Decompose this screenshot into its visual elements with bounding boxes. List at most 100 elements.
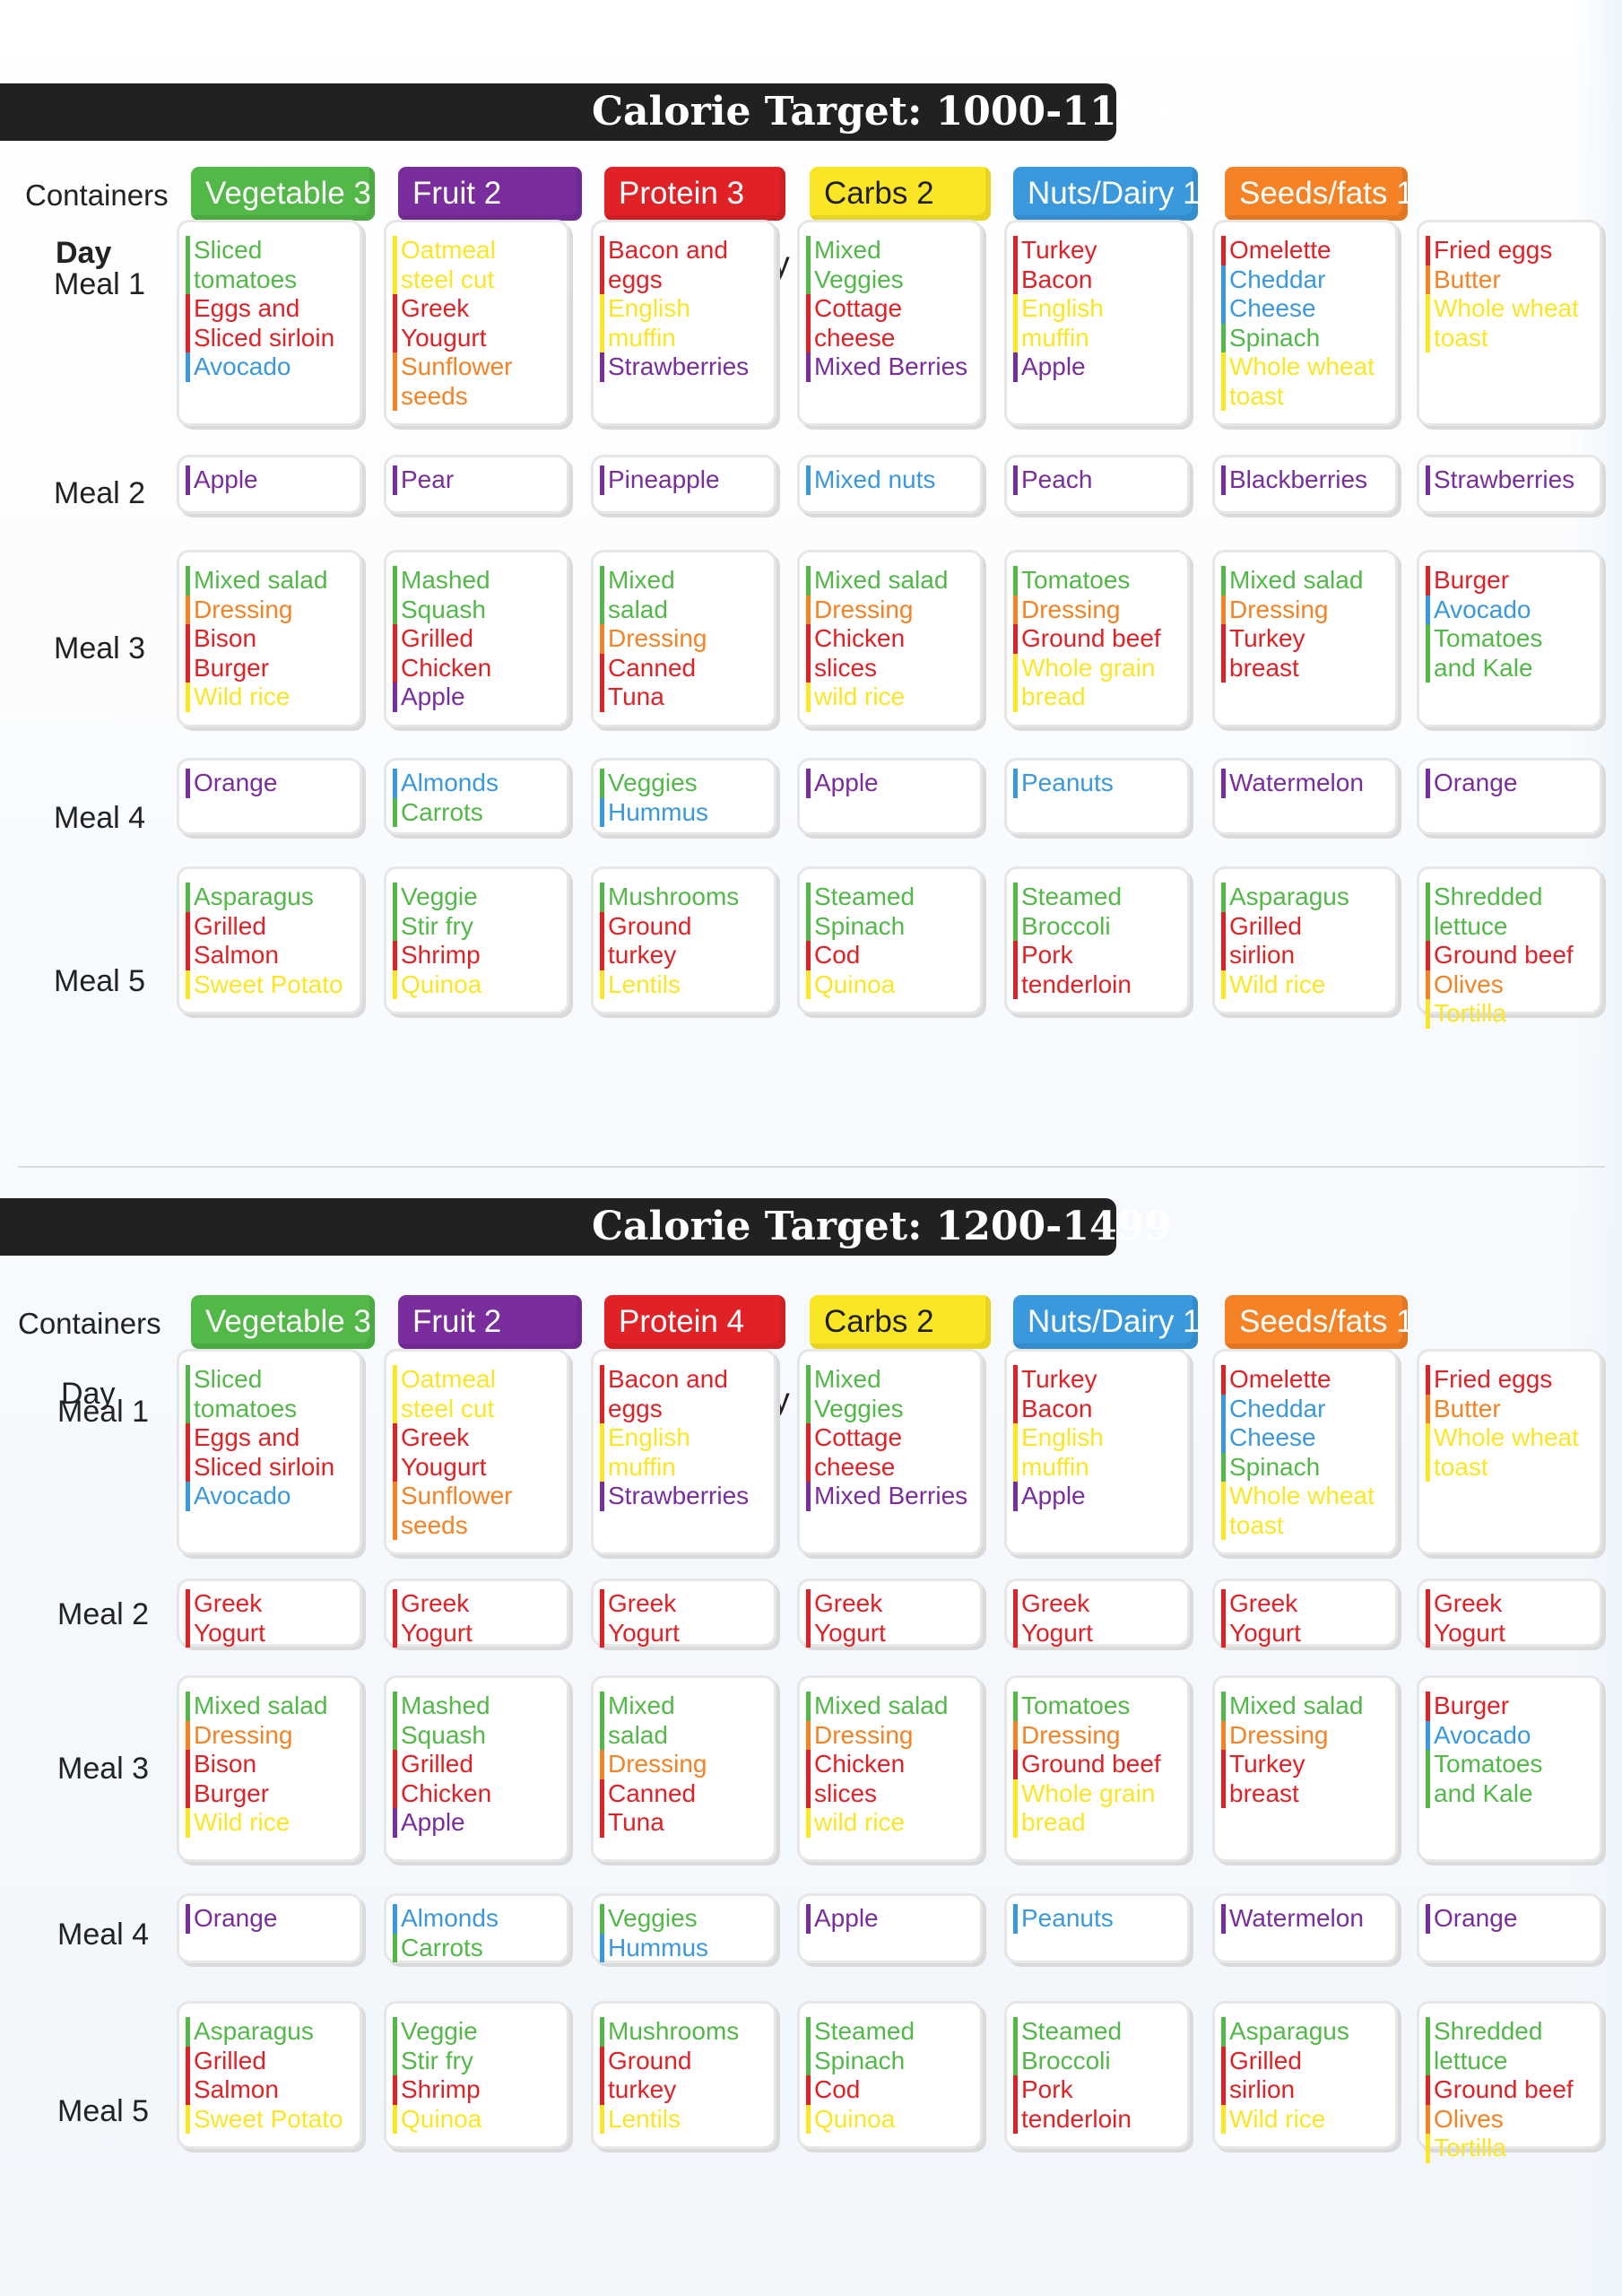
food-item: toast [1221,381,1390,411]
food-item: Carrots [393,797,561,827]
food-item: Quinoa [393,970,561,999]
meal-cell-saturday: Watermelon [1212,1893,1398,1963]
food-item: Orange [1426,769,1594,798]
food-item: slices [806,653,975,683]
container-pill-fruit: Fruit 2 [398,167,582,221]
food-item: Quinoa [806,2104,975,2134]
food-item: Chicken [806,624,975,654]
food-item: Tortilla [1426,999,1594,1029]
food-item: Eggs and [186,294,354,324]
food-item: Dressing [806,595,975,624]
meal-cell-monday: Asparagus Grilled Salmon Sweet Potato [177,2001,362,2149]
food-item: Apple [1013,352,1182,382]
meal-cell-sunday: Greek Yogurt [1417,1578,1602,1648]
food-item: Butter [1426,265,1594,294]
food-item: Omelette [1221,236,1390,265]
food-item: Yogurt [186,1618,354,1648]
food-item: Sliced sirloin [186,1452,354,1482]
food-item: Lentils [600,2104,768,2134]
food-item: Greek [1013,1589,1182,1619]
food-item: Sliced sirloin [186,323,354,352]
food-item: tomatoes [186,1394,354,1423]
food-item: lettuce [1426,911,1594,941]
meal-cell-friday: Greek Yogurt [1004,1578,1190,1648]
food-item: Stir fry [393,2046,561,2075]
food-item: Bacon and [600,1365,768,1395]
food-item: Apple [806,1904,975,1934]
food-item: Grilled [1221,2046,1390,2075]
meal-cell-friday: Peach [1004,455,1190,514]
food-item: Mixed salad [1221,566,1390,596]
meal-cell-monday: Orange [177,1893,362,1963]
meal-cell-saturday: Omelette Cheddar Cheese Spinach Whole wheat t… [1212,220,1398,426]
food-item: Mashed [393,566,561,596]
food-item: tenderloin [1013,2104,1182,2134]
meal-cell-wednesday: Mixed salad Dressing Canned Tuna [591,1675,776,1862]
food-item: Veggie [393,2017,561,2047]
food-item: Oatmeal [393,1365,561,1395]
food-item: Asparagus [1221,2017,1390,2047]
food-item: muffin [600,323,768,352]
meal-cell-thursday: Mixed Veggies Cottage cheese Mixed Berries [797,220,983,426]
food-item: Sliced [186,1365,354,1395]
food-item: Veggies [806,265,975,294]
food-item: Mixed [806,236,975,265]
container-pill-carbs: Carbs 2 [810,167,991,221]
food-item: English [600,294,768,324]
food-item: Ground [600,911,768,941]
food-item: Greek [1221,1589,1390,1619]
meal-cell-sunday: Burger Avocado Tomatoes and Kale [1417,550,1602,727]
day-label: Day [56,236,112,270]
food-item: Steamed [806,2017,975,2047]
meal-cell-friday: Tomatoes Dressing Ground beef Whole grain br… [1004,550,1190,727]
food-item: Burger [186,1779,354,1808]
food-item: Burger [186,653,354,683]
food-item: Grilled [393,1750,561,1779]
food-item: English [600,1423,768,1453]
food-item: Almonds [393,769,561,798]
food-item: Greek [600,1589,768,1619]
food-item: Carrots [393,1933,561,1962]
food-item: Turkey [1013,1365,1182,1395]
food-item: Grilled [186,2046,354,2075]
meal-cell-saturday: Blackberries [1212,455,1398,514]
food-item: Spinach [806,911,975,941]
food-item: Tortilla [1426,2134,1594,2163]
meal-cell-saturday: Watermelon [1212,758,1398,835]
food-item: Orange [186,769,354,798]
food-item: Almonds [393,1904,561,1934]
food-item: tenderloin [1013,970,1182,999]
meal-cell-saturday: Mixed salad Dressing Turkey breast [1212,1675,1398,1862]
meal-cell-friday: Peanuts [1004,758,1190,835]
food-item: and Kale [1426,653,1594,683]
food-item: eggs [600,265,768,294]
food-item: Bison [186,1750,354,1779]
food-item: Butter [1426,1394,1594,1423]
food-item: Shredded [1426,2017,1594,2047]
food-item: Whole wheat [1426,1423,1594,1453]
food-item: Veggies [600,1904,768,1934]
meal-label: Meal 4 [54,801,146,835]
meal-cell-wednesday: Mixed salad Dressing Canned Tuna [591,550,776,727]
food-item: Mixed salad [1221,1692,1390,1721]
calorie-target-title: Calorie Target: 1200-1499 [592,1204,1172,1249]
food-item: Mixed nuts [806,465,975,495]
food-item: Orange [1426,1904,1594,1934]
food-item: steel cut [393,1394,561,1423]
food-item: Mixed [600,566,768,596]
containers-label: Containers [18,1307,161,1340]
food-item: eggs [600,1394,768,1423]
food-item: Dressing [1013,1720,1182,1750]
food-item: Grilled [186,911,354,941]
meal-cell-friday: Turkey Bacon English muffin Apple [1004,1349,1190,1555]
food-item: Ground beef [1426,941,1594,970]
food-item: Orange [186,1904,354,1934]
food-item: Tomatoes [1013,566,1182,596]
food-item: Cheddar [1221,1394,1390,1423]
food-item: Whole wheat [1426,294,1594,324]
food-item: Pork [1013,2075,1182,2105]
food-item: seeds [393,1510,561,1540]
food-item: Pineapple [600,465,768,495]
meal-cell-saturday: Asparagus Grilled sirlion Wild rice [1212,2001,1398,2149]
meal-cell-monday: Sliced tomatoes Eggs and Sliced sirloin Avoc… [177,1349,362,1555]
